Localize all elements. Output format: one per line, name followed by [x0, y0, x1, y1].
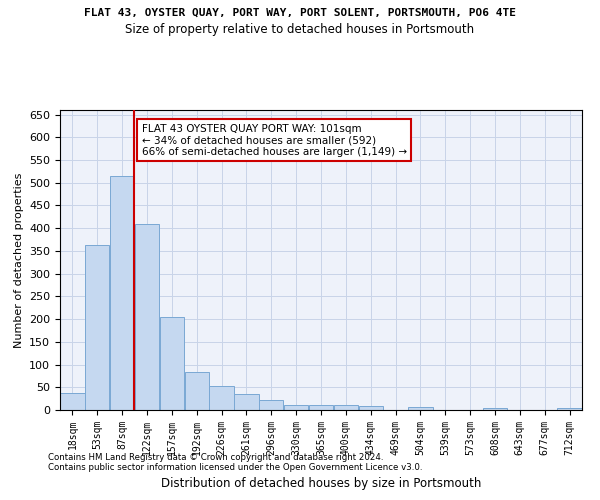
Bar	[209, 386, 234, 410]
Bar	[85, 245, 109, 410]
Bar	[110, 176, 134, 410]
Bar	[483, 408, 507, 410]
Bar	[359, 406, 383, 410]
Text: Distribution of detached houses by size in Portsmouth: Distribution of detached houses by size …	[161, 477, 481, 490]
Text: Contains public sector information licensed under the Open Government Licence v3: Contains public sector information licen…	[48, 464, 422, 472]
Bar	[334, 406, 358, 410]
Bar	[557, 408, 582, 410]
Bar	[309, 406, 333, 410]
Text: Size of property relative to detached houses in Portsmouth: Size of property relative to detached ho…	[125, 22, 475, 36]
Bar	[185, 372, 209, 410]
Bar	[284, 405, 308, 410]
Text: FLAT 43 OYSTER QUAY PORT WAY: 101sqm
← 34% of detached houses are smaller (592)
: FLAT 43 OYSTER QUAY PORT WAY: 101sqm ← 3…	[142, 124, 407, 157]
Y-axis label: Number of detached properties: Number of detached properties	[14, 172, 23, 348]
Bar	[60, 392, 85, 410]
Bar	[408, 408, 433, 410]
Bar	[234, 394, 259, 410]
Bar	[135, 224, 159, 410]
Bar	[160, 317, 184, 410]
Bar	[259, 400, 283, 410]
Text: FLAT 43, OYSTER QUAY, PORT WAY, PORT SOLENT, PORTSMOUTH, PO6 4TE: FLAT 43, OYSTER QUAY, PORT WAY, PORT SOL…	[84, 8, 516, 18]
Text: Contains HM Land Registry data © Crown copyright and database right 2024.: Contains HM Land Registry data © Crown c…	[48, 454, 383, 462]
